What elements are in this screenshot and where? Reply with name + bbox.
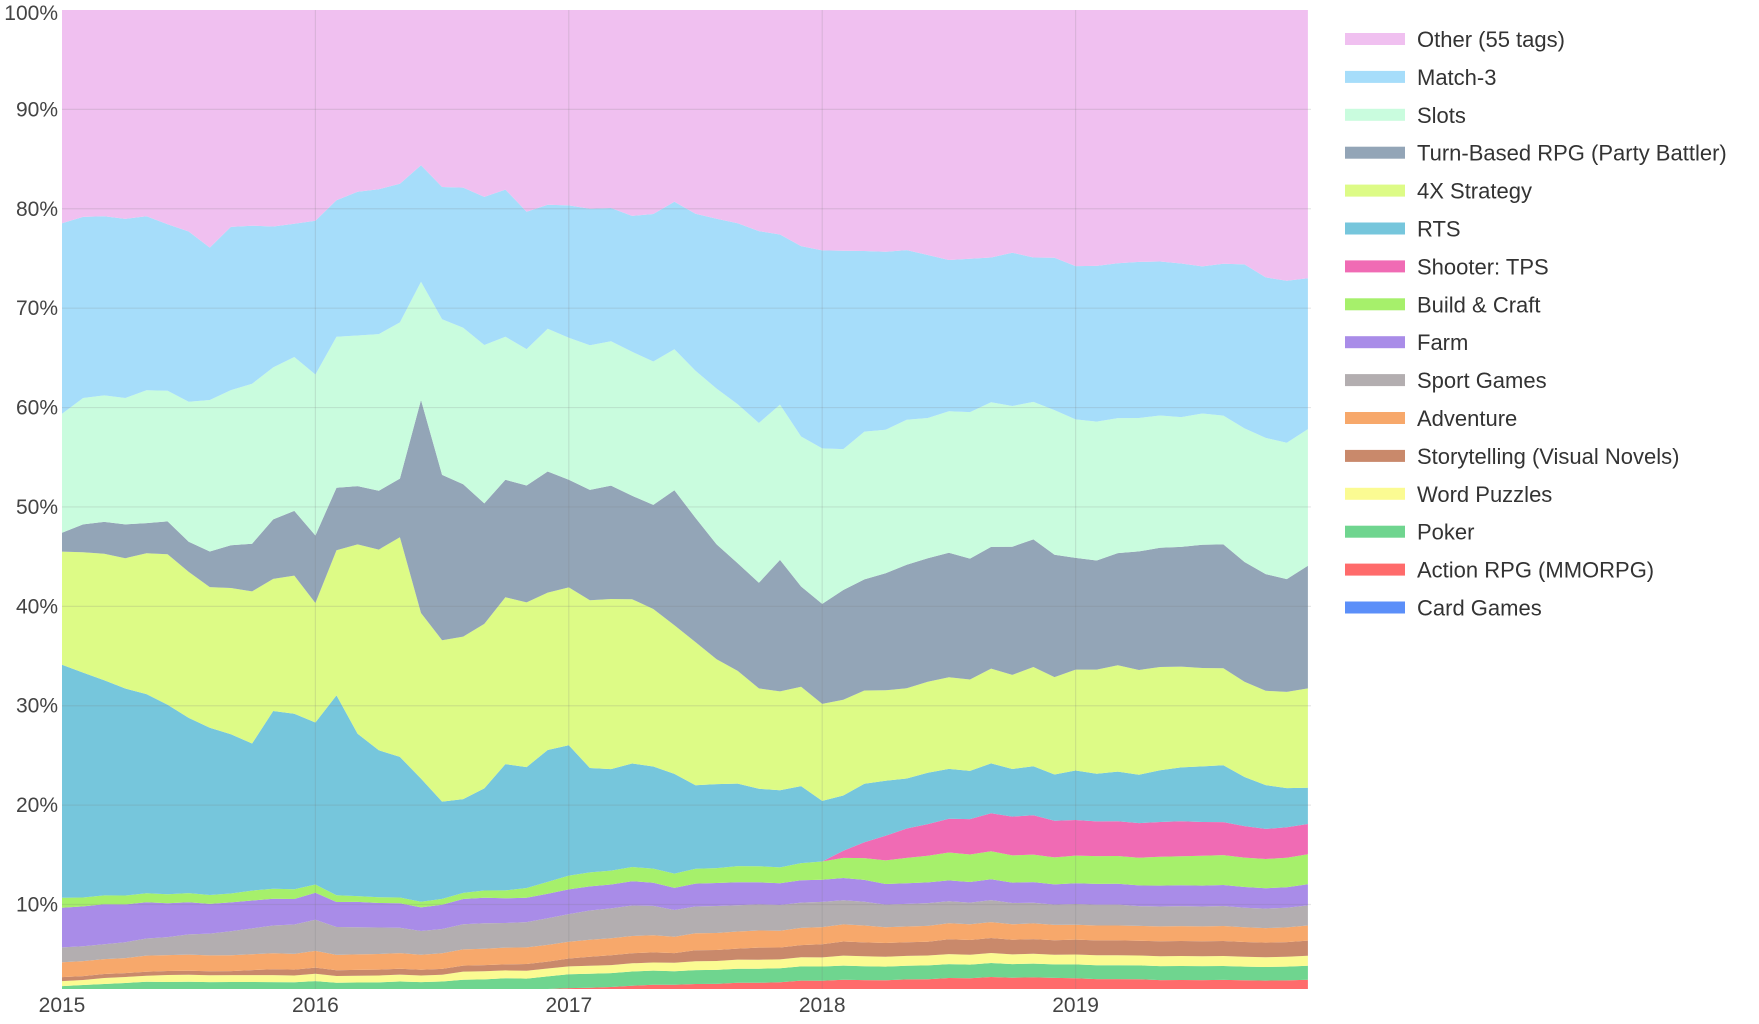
x-tick-label: 2015 — [39, 994, 86, 1017]
legend-label-card-games: Card Games — [1417, 596, 1542, 621]
legend-swatch-build-craft — [1345, 298, 1405, 311]
y-tick-label: 30% — [16, 695, 58, 718]
legend-swatch-poker — [1345, 525, 1405, 538]
legend: Other (55 tags) Match-3 Slots Turn-Based RP… — [1345, 27, 1727, 621]
legend-swatch-farm — [1345, 336, 1405, 349]
legend-swatch-adventure — [1345, 412, 1405, 424]
legend-label-turn-based-rpg-party-battler: Turn-Based RPG (Party Battler) — [1417, 141, 1727, 166]
legend-label-shooter-tps: Shooter: TPS — [1417, 254, 1549, 279]
x-tick-label: 2018 — [799, 994, 846, 1017]
legend-swatch-rts — [1345, 222, 1405, 235]
legend-label-slots: Slots — [1417, 103, 1466, 128]
legend-swatch-shooter-tps — [1345, 260, 1405, 273]
area-rts — [62, 664, 1308, 902]
area-farm — [62, 878, 1308, 948]
gridlines — [62, 10, 1311, 989]
legend-label-adventure: Adventure — [1417, 406, 1517, 431]
legend-swatch-card-games — [1345, 601, 1405, 614]
area-4x-strategy — [62, 537, 1308, 802]
legend-label-farm: Farm — [1417, 330, 1468, 355]
area-adventure — [62, 922, 1308, 978]
legend-label-action-rpg-mmorpg: Action RPG (MMORPG) — [1417, 558, 1654, 583]
legend-swatch-other-55-tags — [1345, 33, 1405, 45]
y-tick-label: 80% — [16, 198, 58, 221]
legend-swatch-action-rpg-mmorpg — [1345, 563, 1405, 576]
area-sport-games — [62, 900, 1308, 963]
legend-label-match-3: Match-3 — [1417, 65, 1496, 90]
legend-label-4x-strategy: 4X Strategy — [1417, 179, 1532, 204]
legend-swatch-slots — [1345, 108, 1405, 121]
legend-label-sport-games: Sport Games — [1417, 368, 1547, 393]
legend-swatch-storytelling-visual-novels — [1345, 449, 1405, 462]
y-tick-label: 50% — [16, 496, 58, 519]
area-build-craft — [62, 851, 1308, 908]
legend-label-other-55-tags: Other (55 tags) — [1417, 27, 1565, 52]
legend-swatch-turn-based-rpg-party-battler — [1345, 146, 1405, 159]
y-tick-label: 40% — [16, 595, 58, 618]
y-tick-label: 60% — [16, 397, 58, 420]
legend-label-word-puzzles: Word Puzzles — [1417, 482, 1552, 507]
x-tick-label: 2019 — [1052, 994, 1099, 1017]
axes: 2015 2016 2017 2018 2019 10% 20% 30% 40% 50% 60% 70… — [4, 2, 1099, 1017]
area-turn-based-rpg-party-battler — [62, 400, 1308, 704]
x-tick-label: 2017 — [545, 994, 592, 1017]
area-shooter-tps — [62, 813, 1308, 902]
legend-swatch-match-3 — [1345, 70, 1405, 83]
y-tick-label: 20% — [16, 794, 58, 817]
area-action-rpg-mmorpg — [62, 977, 1308, 989]
area-storytelling-visual-novels — [62, 938, 1308, 982]
legend-label-storytelling-visual-novels: Storytelling (Visual Novels) — [1417, 444, 1679, 469]
y-tick-label: 100% — [4, 2, 58, 25]
y-tick-label: 90% — [16, 98, 58, 121]
legend-label-rts: RTS — [1417, 217, 1461, 242]
plot-area — [62, 10, 1308, 989]
area-poker — [62, 963, 1308, 989]
x-tick-label: 2016 — [292, 994, 339, 1017]
area-slots — [62, 281, 1308, 604]
y-tick-label: 70% — [16, 297, 58, 320]
y-tick-label: 10% — [16, 894, 58, 917]
area-word-puzzles — [62, 953, 1308, 987]
legend-swatch-word-puzzles — [1345, 487, 1405, 500]
legend-label-poker: Poker — [1417, 520, 1474, 545]
legend-swatch-sport-games — [1345, 374, 1405, 387]
area-other-55-tags — [62, 10, 1308, 281]
area-match-3 — [62, 165, 1308, 450]
legend-label-build-craft: Build & Craft — [1417, 292, 1541, 317]
legend-swatch-4x-strategy — [1345, 184, 1405, 197]
